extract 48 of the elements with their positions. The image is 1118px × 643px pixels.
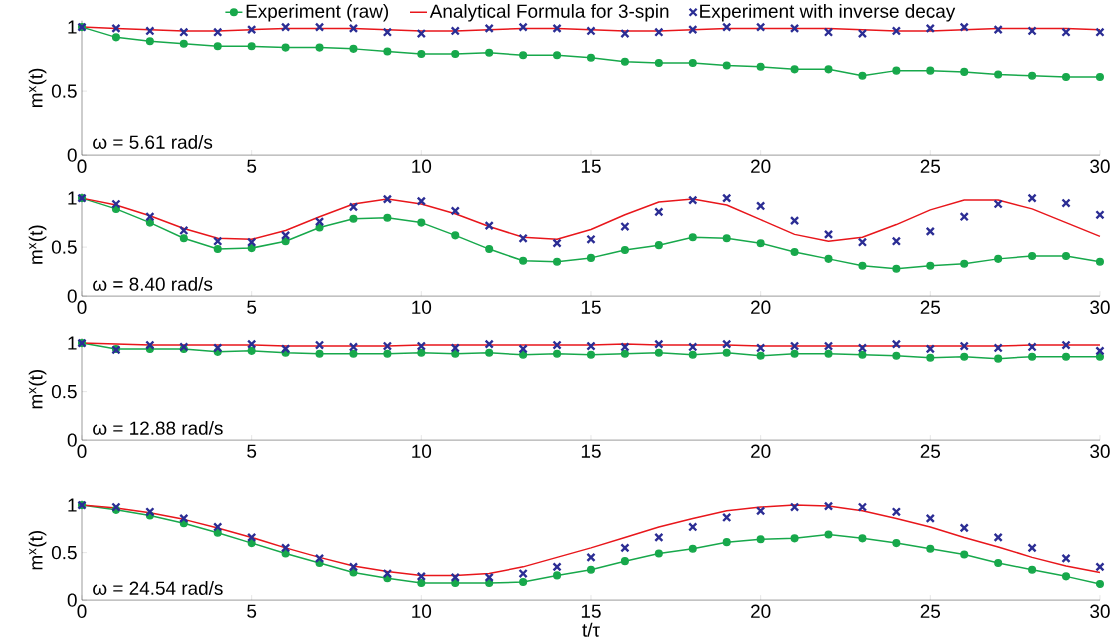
y-axis-title: m$^{x}$(t) (28, 531, 47, 570)
y-tick-label: 0 (67, 593, 77, 607)
x-tick-label: 30 (1090, 444, 1110, 459)
x-tick-label: 30 (1090, 300, 1110, 315)
legend-label: Experiment (raw) (246, 3, 389, 22)
y-tick-label: 1 (68, 191, 77, 205)
y-tick-label: 0.5 (51, 240, 77, 254)
x-tick-label: 25 (920, 159, 941, 174)
x-tick-label: 10 (412, 159, 432, 174)
x-tick-label: 20 (751, 159, 771, 174)
x-tick-label: 30 (1090, 159, 1110, 174)
x-tick-label: 5 (247, 604, 257, 618)
annotation: ω = 12.88 rad/s (93, 420, 223, 435)
y-tick-label: 0.5 (51, 84, 77, 98)
x-axis-title: t/τ (582, 622, 600, 637)
x-tick-label: 5 (247, 444, 257, 458)
y-tick-label: 1 (68, 20, 77, 34)
x-tick-label: 20 (751, 444, 771, 459)
y-tick-label: 0.5 (51, 545, 77, 560)
x-tick-label: 15 (581, 300, 601, 314)
y-axis-title: m$^{x}$(t) (28, 68, 47, 108)
x-tick-label: 25 (920, 300, 941, 315)
x-tick-label: 25 (920, 604, 941, 619)
y-tick-label: 1 (68, 498, 77, 512)
annotation: ω = 5.61 rad/s (93, 134, 213, 149)
y-tick-label: 0 (67, 433, 77, 447)
x-tick-label: 30 (1090, 604, 1110, 619)
x-tick-label: 25 (920, 444, 941, 459)
y-axis-title: m$^{x}$(t) (28, 369, 47, 409)
y-tick-label: 0 (67, 289, 77, 303)
y-axis-title: m$^{x}$(t) (28, 225, 47, 264)
x-tick-label: 5 (247, 300, 257, 314)
y-tick-label: 1 (68, 336, 77, 350)
x-tick-label: 5 (247, 159, 257, 173)
x-tick-label: 15 (581, 444, 601, 458)
x-tick-label: 15 (581, 604, 601, 618)
x-tick-label: 10 (412, 444, 432, 459)
annotation: ω = 24.54 rad/s (93, 581, 223, 595)
y-tick-label: 0.5 (51, 384, 77, 399)
x-tick-label: 15 (581, 159, 601, 173)
y-tick-label: 0 (67, 148, 77, 162)
annotation: ω = 8.40 rad/s (93, 276, 213, 291)
x-tick-label: 20 (751, 604, 771, 619)
x-tick-label: 10 (412, 604, 432, 619)
legend-label: Analytical Formula for 3-spin (429, 3, 669, 22)
x-tick-label: 10 (412, 300, 432, 315)
legend-label: Experiment with inverse decay (700, 3, 956, 22)
x-tick-label: 20 (751, 300, 771, 315)
